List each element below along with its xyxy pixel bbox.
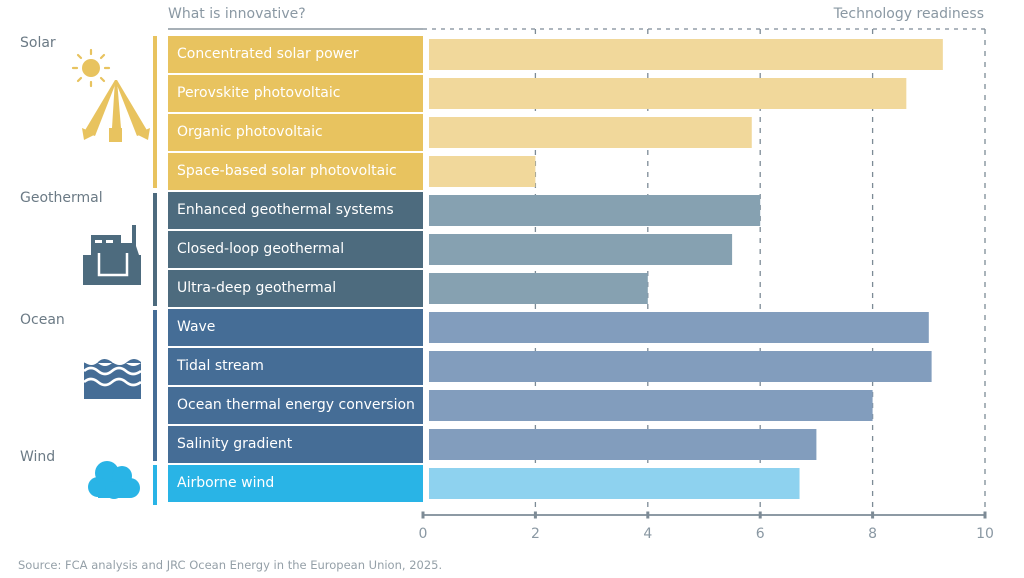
innovation-column-header: What is innovative? (168, 6, 306, 22)
waves-icon (84, 357, 141, 399)
header-divider (168, 28, 423, 30)
bar-organic-photovoltaic (429, 117, 752, 148)
technology-label: Space-based solar photovoltaic (168, 153, 423, 190)
x-tick (421, 511, 425, 519)
geothermal-group-bar (153, 193, 157, 306)
x-tick-label: 4 (643, 526, 652, 542)
bar-ultra-deep-geothermal (429, 273, 648, 304)
bar-space-based-solar-photovoltaic (429, 156, 536, 187)
x-tick-label: 8 (868, 526, 877, 542)
bar-concentrated-solar-power (429, 39, 943, 70)
technology-label: Concentrated solar power (168, 36, 423, 73)
bar-wave (429, 312, 929, 343)
x-tick-label: 0 (419, 526, 428, 542)
solar-group-bar (153, 36, 157, 188)
technology-label: Tidal stream (168, 348, 423, 385)
bar-salinity-gradient (429, 429, 817, 460)
technology-label: Wave (168, 309, 423, 346)
technology-label: Organic photovoltaic (168, 114, 423, 151)
bar-airborne-wind (429, 468, 800, 499)
technology-label: Closed-loop geothermal (168, 231, 423, 268)
x-tick-label: 2 (531, 526, 540, 542)
bar-tidal-stream (429, 351, 932, 382)
x-tick (533, 511, 537, 519)
category-label-ocean: Ocean (20, 312, 65, 328)
category-label-geothermal: Geothermal (20, 190, 103, 206)
x-tick-label: 6 (756, 526, 765, 542)
technology-label: Ultra-deep geothermal (168, 270, 423, 307)
x-tick (871, 511, 875, 519)
bar-closed-loop-geothermal (429, 234, 733, 265)
bar-enhanced-geothermal-systems (429, 195, 761, 226)
x-tick (983, 511, 987, 519)
x-tick (758, 511, 762, 519)
source-note: Source: FCA analysis and JRC Ocean Energ… (18, 558, 443, 572)
technology-label: Airborne wind (168, 465, 423, 502)
technology-label: Enhanced geothermal systems (168, 192, 423, 229)
x-tick (646, 511, 650, 519)
category-label-solar: Solar (20, 35, 56, 51)
ocean-group-bar (153, 310, 157, 461)
bar-perovskite-photovoltaic (429, 78, 907, 109)
solar-concentrator-icon (71, 48, 150, 142)
readiness-column-header: Technology readiness (833, 6, 984, 22)
category-label-wind: Wind (20, 449, 56, 465)
technology-label: Ocean thermal energy conversion (168, 387, 423, 424)
technology-label: Salinity gradient (168, 426, 423, 463)
bar-ocean-thermal-energy-conversion (429, 390, 873, 421)
x-tick-label: 10 (976, 526, 994, 542)
wind-group-bar (153, 465, 157, 505)
cloud-icon (88, 461, 140, 499)
technology-label: Perovskite photovoltaic (168, 75, 423, 112)
geothermal-plant-icon (83, 225, 141, 285)
